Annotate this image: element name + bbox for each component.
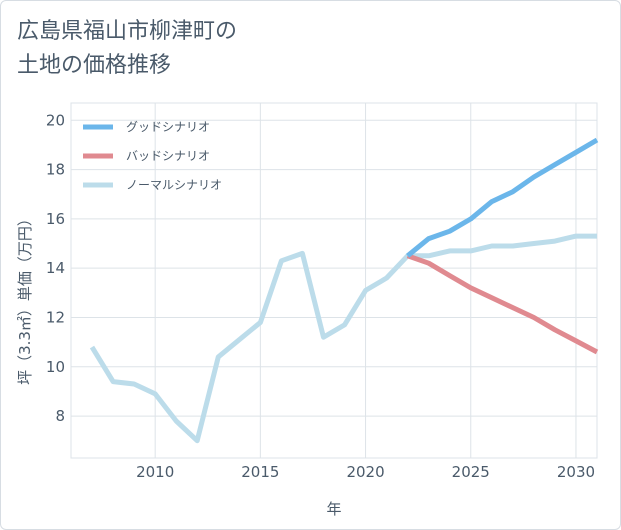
plot-area-border [70,102,598,459]
y-tick-label: 16 [46,210,65,228]
legend-label-good: グッドシナリオ [126,120,210,134]
grid-lines [71,103,597,458]
axis-ticks: 2010 2015 2020 2025 2030 8 10 12 14 16 18 20 [46,111,595,481]
x-tick-label: 2020 [346,463,384,481]
chart-title-line-1: 広島県福山市柳津町の [17,19,238,44]
y-tick-label: 8 [55,407,65,425]
y-tick-label: 12 [46,308,65,326]
x-axis-label: 年 [326,500,341,518]
chart-title-line-2: 土地の価格推移 [17,53,172,78]
x-tick-label: 2030 [557,463,595,481]
series-layer [89,137,599,444]
y-tick-label: 10 [46,358,65,376]
chart-title: 広島県福山市柳津町の 土地の価格推移 [17,15,237,83]
y-tick-label: 14 [46,259,65,277]
x-tick-label: 2015 [241,463,279,481]
x-tick-label: 2010 [136,463,174,481]
legend-label-bad: バッドシナリオ [126,149,210,163]
y-tick-label: 20 [46,111,65,129]
x-tick-label: 2025 [452,463,490,481]
series-line-normal [89,233,597,444]
series-line-bad [406,253,599,355]
y-tick-label: 18 [46,161,65,179]
series-line-good [406,137,599,258]
legend-label-normal: ノーマルシナリオ [126,178,222,192]
y-axis-label: 坪（3.3㎡）単価（万円） [16,211,34,385]
